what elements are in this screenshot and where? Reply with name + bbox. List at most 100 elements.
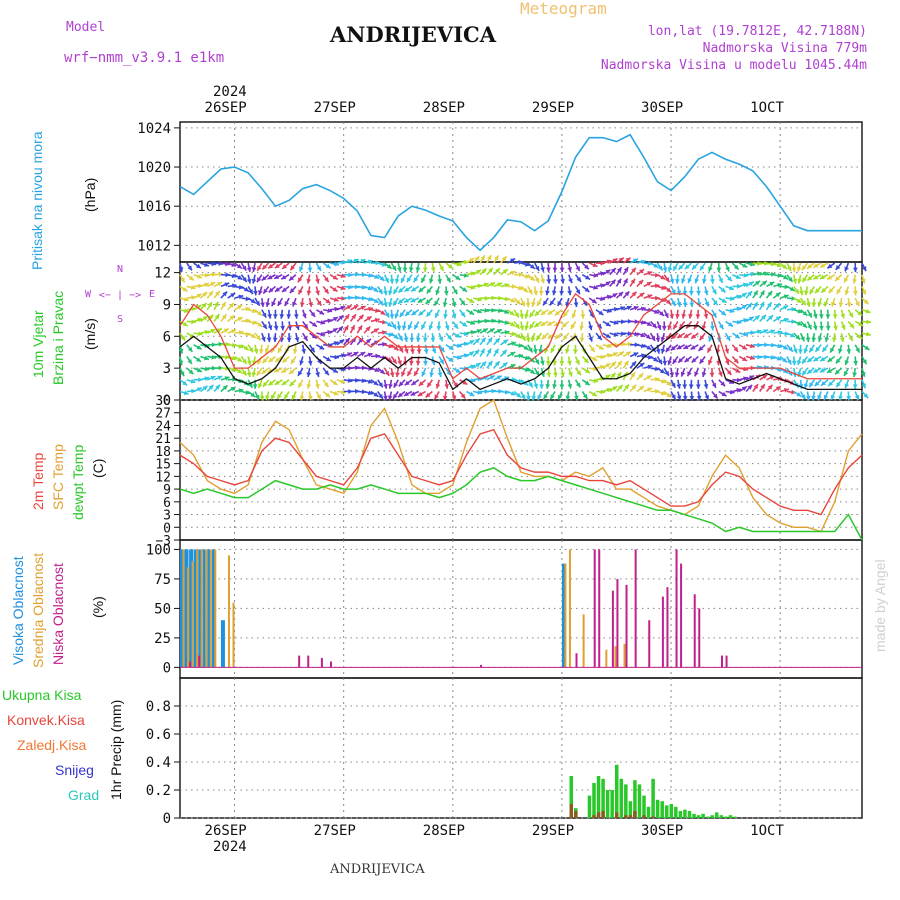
wind-arrowhead: [807, 263, 813, 269]
wind-arrowhead: [802, 370, 807, 376]
wind-arrowhead: [387, 395, 393, 401]
precip-bar-ukupna-kisa: [674, 806, 678, 818]
wind-arrowhead: [546, 372, 552, 378]
bottom-day-label: 27SEP: [313, 823, 356, 839]
wind-arrowhead: [297, 277, 303, 283]
wind-arrowhead: [757, 261, 762, 266]
wind-arrowhead: [680, 371, 686, 377]
wind-arrowhead: [749, 261, 755, 267]
precip-bar-ukupna-kisa: [651, 778, 655, 818]
wind-arrowhead: [667, 325, 672, 331]
wind-arrowhead: [414, 370, 419, 376]
wind-arrowhead: [606, 343, 612, 349]
wind-arrowhead: [667, 360, 672, 366]
wind-arrowhead: [866, 319, 871, 325]
cloud-bar-niska-oblacnost: [698, 608, 701, 668]
wind-arrowhead: [620, 319, 626, 325]
wind-arrowhead: [252, 320, 257, 325]
wind-compass-n: N: [117, 264, 123, 275]
wind-arrowhead: [790, 332, 796, 338]
wind-arrowhead: [341, 260, 346, 265]
wind-arrowhead: [261, 275, 267, 281]
wind-arrowhead: [389, 314, 395, 319]
wind-arrowhead: [202, 316, 208, 321]
wind-arrowhead: [819, 274, 825, 279]
cloud-tick-label: 25: [154, 631, 171, 647]
wind-arrowhead: [707, 347, 712, 353]
wind-arrowhead: [484, 308, 489, 313]
cloud-bar-niska-oblacnost: [616, 578, 619, 668]
wind-arrowhead: [831, 337, 837, 343]
wind-arrowhead: [838, 395, 843, 401]
wind-arrowhead: [453, 323, 459, 329]
wind-arrowhead: [664, 370, 669, 376]
wind-arrowhead: [515, 299, 521, 305]
cloud-bar-srednja-oblacnost: [182, 549, 185, 668]
wind-arrowhead: [259, 395, 265, 401]
wind-arrowhead: [817, 301, 823, 307]
wind-arrowhead: [277, 347, 283, 353]
wind-arrowhead: [840, 313, 846, 319]
wind-arrowhead: [248, 289, 253, 295]
wind-arrowhead: [366, 316, 372, 321]
wind-arrowhead: [378, 289, 383, 295]
wind-arrowhead: [553, 372, 558, 378]
wind-arrowhead: [809, 289, 814, 295]
wind-arrowhead: [797, 308, 803, 314]
wind-arrowhead: [631, 291, 637, 297]
wind-arrowhead: [398, 299, 404, 304]
wind-arrowhead: [606, 259, 612, 265]
wind-arrowhead: [688, 313, 693, 319]
cloud-bar-srednja-oblacnost: [227, 555, 230, 668]
wind-arrowhead: [400, 277, 406, 283]
wind-arrowhead: [319, 345, 325, 350]
precip-bar-ukupna-kisa: [724, 816, 728, 818]
wind-arrowhead: [733, 264, 739, 270]
wind-arrowhead: [567, 383, 573, 389]
wind-arrowhead: [605, 321, 611, 327]
wind-arrowhead: [817, 337, 823, 342]
wind-arrowhead: [516, 392, 521, 398]
wind-arrowhead: [559, 267, 565, 273]
wind-arrowhead: [729, 285, 735, 291]
wind-arrowhead: [422, 337, 428, 343]
wind-arrowhead: [502, 269, 508, 274]
wind-arrowhead: [662, 360, 668, 366]
wind-arrowhead: [803, 383, 809, 389]
wind-arrowhead: [365, 326, 371, 332]
wind-arrowhead: [348, 365, 353, 371]
cloud-bar-srednja-oblacnost: [232, 602, 235, 668]
precip-bar-ukupna-kisa: [664, 805, 669, 818]
wind-arrowhead: [704, 394, 710, 400]
wind-arrowhead: [681, 278, 686, 284]
wind-arrowhead: [599, 271, 605, 276]
wind-arrowhead: [550, 347, 556, 353]
wind-arrowhead: [217, 282, 223, 287]
wind-arrowhead: [567, 267, 573, 272]
wind-arrowhead: [865, 308, 871, 314]
wind-arrowhead: [346, 305, 352, 310]
precip-bar-ukupna-kisa: [683, 809, 687, 818]
temp-tick-label: 15: [155, 458, 171, 473]
wind-arrowhead: [294, 337, 300, 342]
wind-arrowhead: [196, 344, 202, 350]
wind-arrowhead: [386, 264, 392, 269]
wind-arrowhead: [828, 381, 834, 387]
wind-arrowhead: [303, 323, 308, 329]
wind-arrowhead: [539, 384, 544, 389]
wind-arrowhead: [734, 333, 740, 339]
wind-arrowhead: [568, 371, 573, 377]
wind-arrowhead: [480, 337, 486, 343]
wind-arrowhead: [503, 309, 509, 314]
wind-arrowhead: [415, 360, 421, 366]
wind-arrowhead: [854, 394, 860, 400]
wind-arrowhead: [852, 267, 858, 273]
wind-arrowhead: [534, 311, 540, 316]
wind-arrowhead: [631, 361, 637, 367]
wind-arrowhead: [398, 287, 404, 293]
cloud-bar-niska-oblacnost: [725, 655, 728, 668]
wind-arrowhead: [699, 335, 705, 341]
cloud-bar-visoka-oblacnost: [220, 620, 225, 668]
wind-arrowhead: [567, 360, 572, 366]
wind-arrowhead: [273, 314, 278, 319]
